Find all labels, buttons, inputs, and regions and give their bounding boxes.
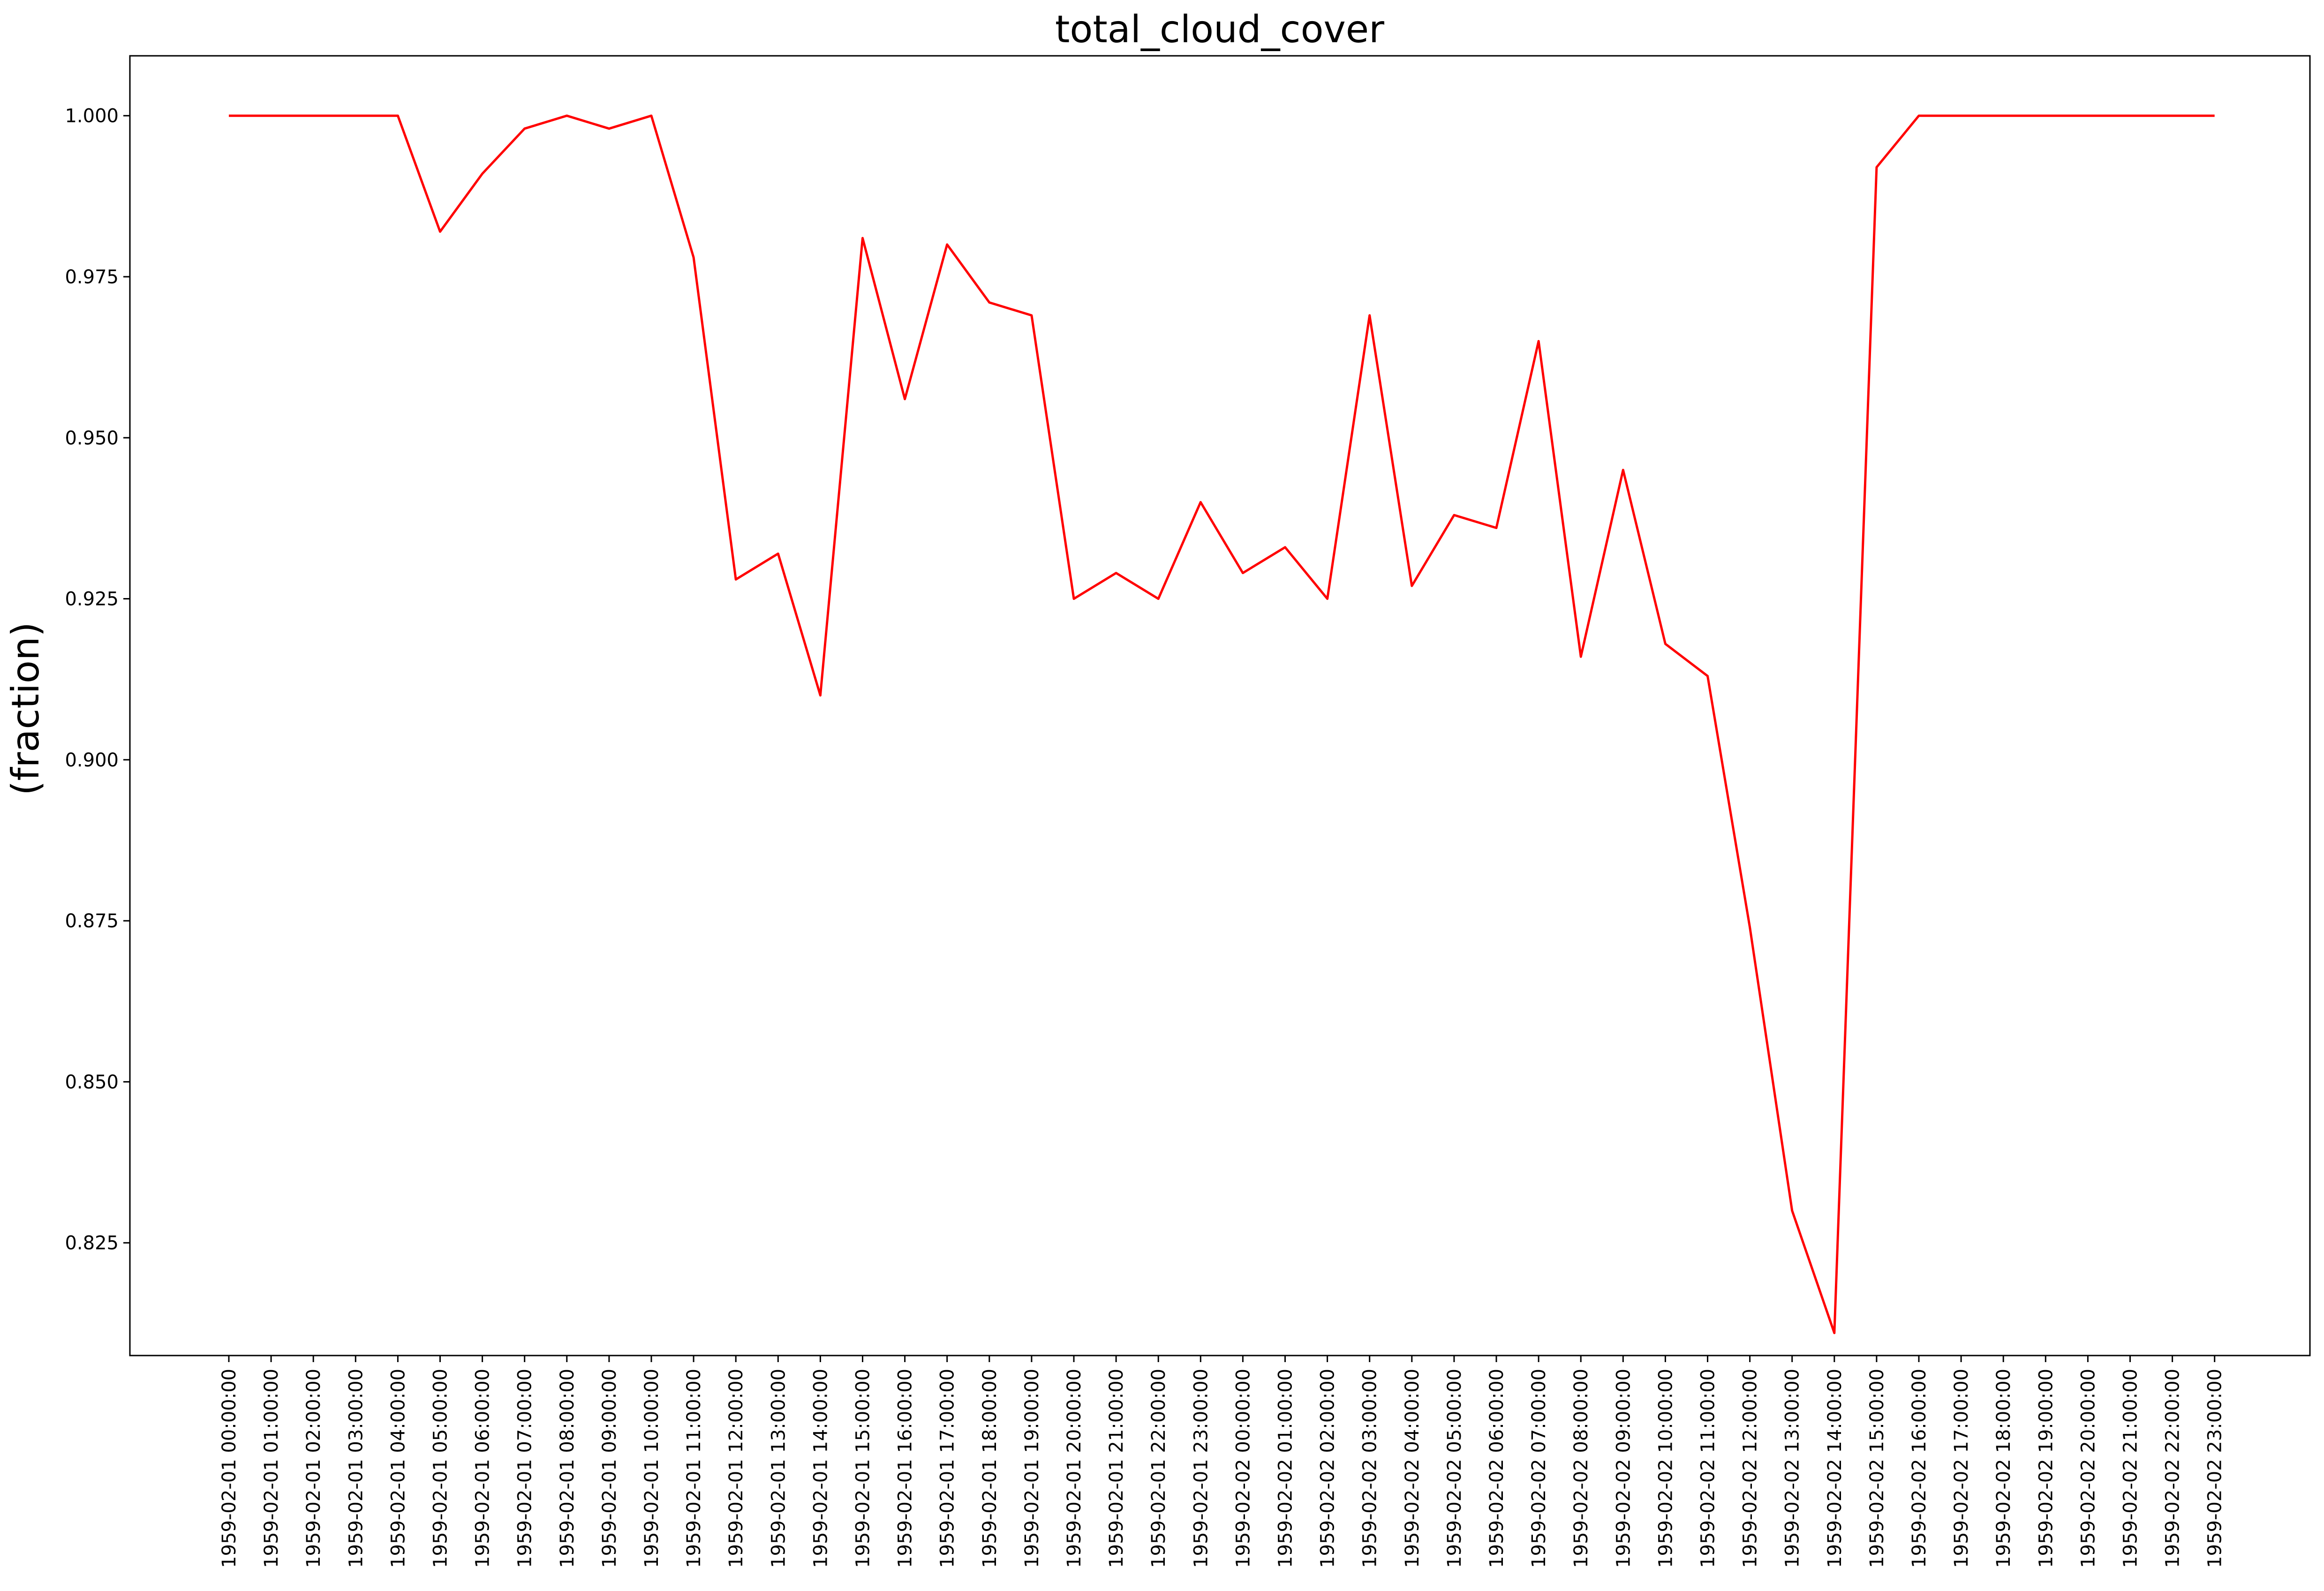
- x-tick-label: 1959-02-01 16:00:00: [895, 1369, 916, 1568]
- x-tick-label: 1959-02-02 21:00:00: [2120, 1369, 2142, 1568]
- x-tick-label: 1959-02-02 18:00:00: [1993, 1369, 2015, 1568]
- x-tick-label: 1959-02-01 00:00:00: [219, 1369, 240, 1568]
- x-tick-label: 1959-02-01 23:00:00: [1190, 1369, 1212, 1568]
- x-tick-label: 1959-02-01 01:00:00: [261, 1369, 282, 1568]
- x-tick-label: 1959-02-01 13:00:00: [768, 1369, 789, 1568]
- x-tick-label: 1959-02-02 08:00:00: [1570, 1369, 1592, 1568]
- x-tick-label: 1959-02-02 02:00:00: [1317, 1369, 1339, 1568]
- x-tick-label: 1959-02-02 22:00:00: [2162, 1369, 2184, 1568]
- series-line: [229, 114, 2215, 1334]
- y-tick-label: 0.900: [65, 750, 119, 771]
- x-tick-label: 1959-02-01 02:00:00: [303, 1369, 324, 1568]
- x-tick-label: 1959-02-02 09:00:00: [1613, 1369, 1634, 1568]
- x-tick-label: 1959-02-01 08:00:00: [557, 1369, 578, 1568]
- x-tick-label: 1959-02-01 22:00:00: [1148, 1369, 1170, 1568]
- x-tick-label: 1959-02-01 09:00:00: [599, 1369, 620, 1568]
- x-tick-label: 1959-02-01 20:00:00: [1064, 1369, 1085, 1568]
- x-tick-label: 1959-02-02 15:00:00: [1866, 1369, 1888, 1568]
- y-tick-label: 0.975: [65, 266, 119, 288]
- x-tick-label: 1959-02-02 11:00:00: [1698, 1369, 1719, 1568]
- x-tick-label: 1959-02-02 10:00:00: [1655, 1369, 1676, 1568]
- x-tick-label: 1959-02-01 21:00:00: [1106, 1369, 1127, 1568]
- x-tick-label: 1959-02-02 23:00:00: [2204, 1369, 2226, 1568]
- plot-area-frame: [129, 55, 2311, 1356]
- y-tick-label: 0.950: [65, 427, 119, 449]
- x-tick-label: 1959-02-01 03:00:00: [345, 1369, 367, 1568]
- y-tick-label: 0.875: [65, 910, 119, 932]
- x-tick-label: 1959-02-02 01:00:00: [1275, 1369, 1297, 1568]
- x-tick-label: 1959-02-02 20:00:00: [2077, 1369, 2099, 1568]
- x-tick-label: 1959-02-02 05:00:00: [1444, 1369, 1465, 1568]
- x-tick-label: 1959-02-01 12:00:00: [725, 1369, 747, 1568]
- x-tick-label: 1959-02-01 07:00:00: [514, 1369, 536, 1568]
- x-tick-label: 1959-02-01 10:00:00: [641, 1369, 663, 1568]
- y-tick-label: 0.850: [65, 1071, 119, 1093]
- y-tick-label: 0.825: [65, 1233, 119, 1254]
- x-tick-label: 1959-02-01 05:00:00: [430, 1369, 452, 1568]
- y-axis-label: (fraction): [4, 622, 47, 796]
- x-tick-label: 1959-02-01 17:00:00: [937, 1369, 958, 1568]
- x-tick-label: 1959-02-01 15:00:00: [853, 1369, 874, 1568]
- x-tick-label: 1959-02-02 07:00:00: [1528, 1369, 1550, 1568]
- x-tick-label: 1959-02-02 03:00:00: [1359, 1369, 1381, 1568]
- plot-series: [229, 114, 2215, 1334]
- x-axis: 1959-02-01 00:00:00 1959-02-01 01:00:00 19…: [219, 1356, 2226, 1568]
- x-tick-label: 1959-02-02 12:00:00: [1740, 1369, 1761, 1568]
- y-axis: 0.825 0.850 0.875 0.900 0.925 0.950 0.975 1.000: [65, 106, 130, 1254]
- x-tick-label: 1959-02-01 19:00:00: [1021, 1369, 1043, 1568]
- x-tick-label: 1959-02-02 06:00:00: [1486, 1369, 1508, 1568]
- y-tick-label: 0.925: [65, 589, 119, 610]
- x-tick-label: 1959-02-01 14:00:00: [810, 1369, 831, 1568]
- x-tick-label: 1959-02-02 16:00:00: [1909, 1369, 1930, 1568]
- x-tick-label: 1959-02-02 04:00:00: [1402, 1369, 1423, 1568]
- x-tick-label: 1959-02-02 00:00:00: [1232, 1369, 1254, 1568]
- x-tick-label: 1959-02-02 14:00:00: [1824, 1369, 1846, 1568]
- x-tick-label: 1959-02-02 13:00:00: [1782, 1369, 1803, 1568]
- x-tick-label: 1959-02-02 19:00:00: [2035, 1369, 2057, 1568]
- x-tick-label: 1959-02-01 11:00:00: [683, 1369, 705, 1568]
- chart-title: total_cloud_cover: [1055, 8, 1384, 51]
- x-tick-label: 1959-02-01 18:00:00: [979, 1369, 1001, 1568]
- x-tick-label: 1959-02-01 06:00:00: [472, 1369, 494, 1568]
- x-tick-label: 1959-02-01 04:00:00: [387, 1369, 409, 1568]
- x-tick-label: 1959-02-02 17:00:00: [1951, 1369, 1972, 1568]
- y-tick-label: 1.000: [65, 106, 119, 127]
